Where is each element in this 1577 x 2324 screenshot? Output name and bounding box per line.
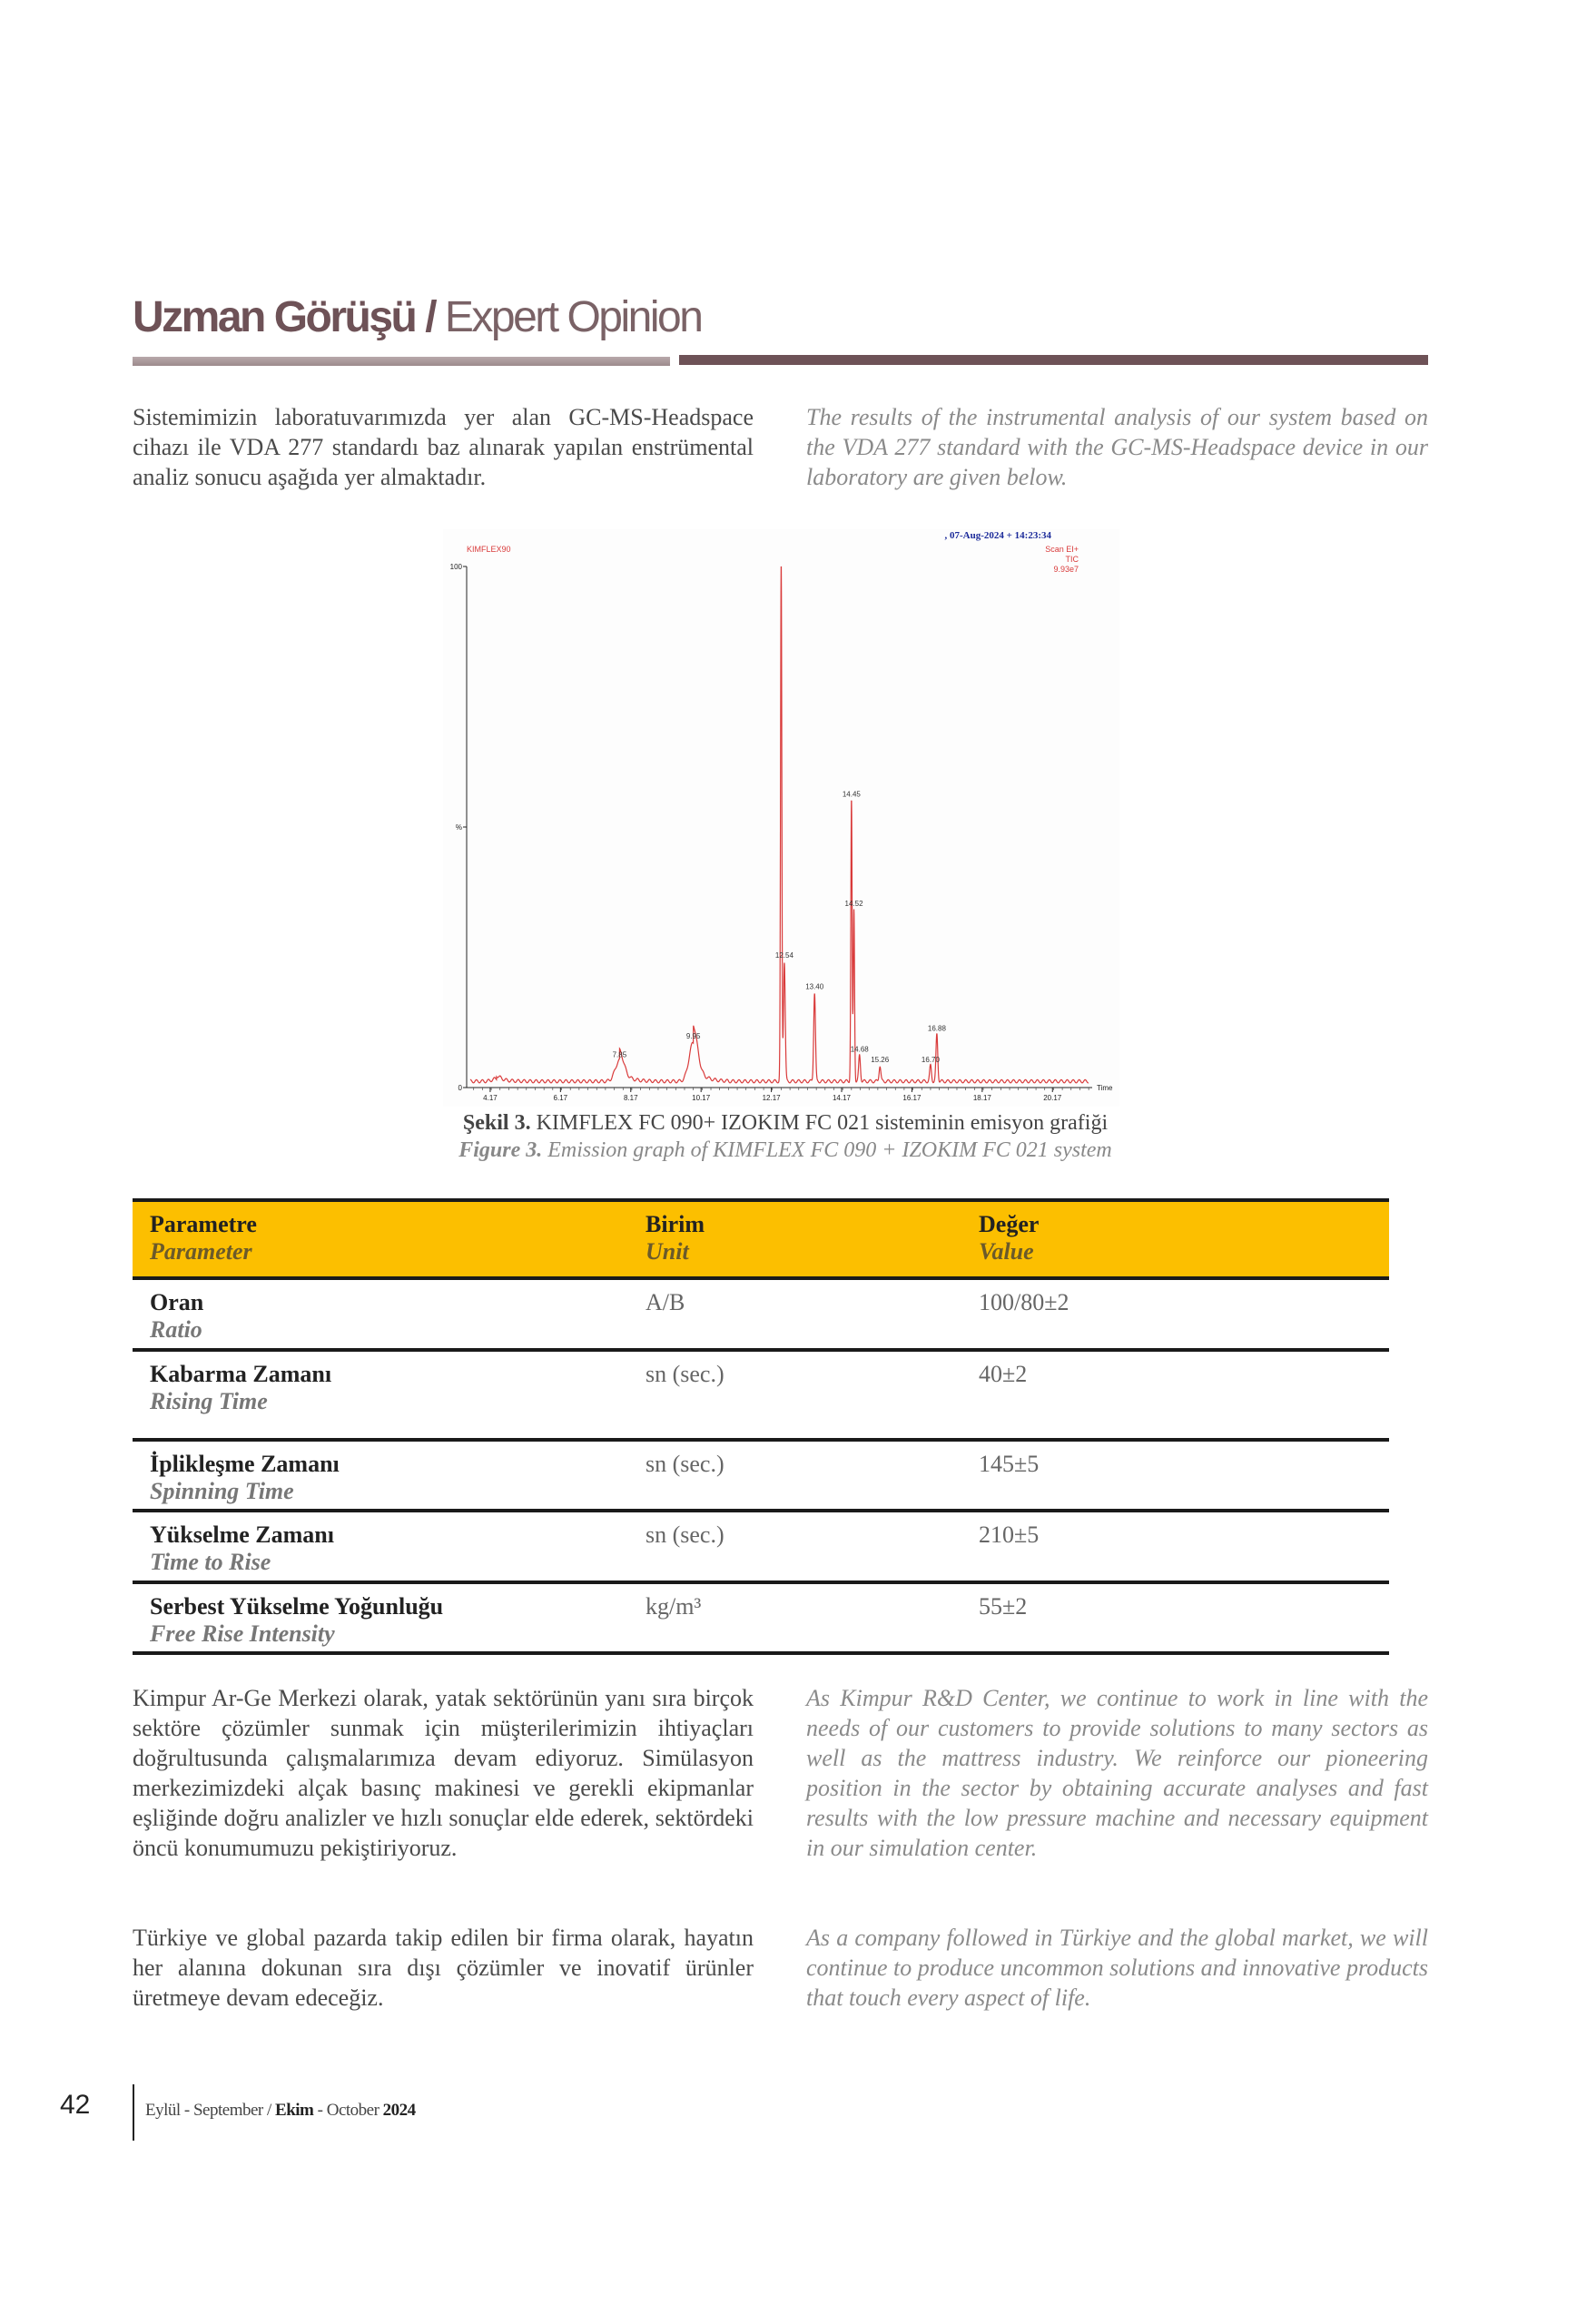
caption-label-tr: Şekil 3. — [462, 1111, 531, 1135]
x-tick-label: 6.17 — [554, 1094, 568, 1102]
body-paragraph-2-en: As a company followed in Türkiye and the… — [806, 1925, 1428, 2011]
param-en: Ratio — [150, 1316, 202, 1343]
table-row: Kabarma Zamanı Rising Time sn (sec.) 40±2 — [133, 1352, 1389, 1442]
param-tr: Kabarma Zamanı — [150, 1361, 332, 1387]
param-tr: Yükselme Zamanı — [150, 1521, 334, 1548]
chart-trace: TIC — [1066, 555, 1079, 564]
unit-cell: A/B — [646, 1289, 685, 1315]
table-row: Oran Ratio A/B 100/80±2 — [133, 1280, 1389, 1352]
peak-label: 16.88 — [928, 1025, 947, 1033]
caption-text-en: Emission graph of KIMFLEX FC 090 + IZOKI… — [542, 1138, 1112, 1162]
x-tick-label: 12.17 — [763, 1094, 782, 1102]
param-tr: İplikleşme Zamanı — [150, 1451, 340, 1477]
caption-label-en: Figure 3. — [458, 1138, 543, 1162]
table-row: İplikleşme Zamanı Spinning Time sn (sec.)… — [133, 1442, 1389, 1512]
header-en: Value — [979, 1238, 1034, 1265]
peak-label: 15.26 — [871, 1056, 890, 1064]
param-cell: Serbest Yükselme Yoğunluğu Free Rise Inte… — [150, 1593, 443, 1648]
header-value: Değer Value — [979, 1211, 1039, 1265]
value-cell: 40±2 — [979, 1361, 1028, 1387]
intro-text-tr: Sistemimizin laboratuvarımızda yer alan … — [133, 404, 754, 490]
issue-year: 2024 — [382, 2101, 417, 2120]
value-cell: 100/80±2 — [979, 1289, 1069, 1315]
body-paragraph-1-tr: Kimpur Ar-Ge Merkezi olarak, yatak sektö… — [133, 1685, 754, 1861]
param-en: Spinning Time — [150, 1478, 294, 1504]
page-title: Uzman Görüşü / Expert Opinion — [133, 292, 704, 342]
y-tick-label: % — [456, 823, 462, 832]
page-number: 42 — [60, 2090, 91, 2120]
footer-issue: Eylül - September / Ekim - October 2024 — [145, 2101, 416, 2121]
intro-text-en: The results of the instrumental analysis… — [806, 404, 1428, 490]
peak-label: 14.45 — [843, 790, 862, 798]
param-cell: İplikleşme Zamanı Spinning Time — [150, 1451, 340, 1505]
body-paragraph-1-en: As Kimpur R&D Center, we continue to wor… — [806, 1685, 1428, 1861]
peak-label: 7.85 — [613, 1050, 627, 1059]
chart-datetime: , 07-Aug-2024 + 14:23:34 — [945, 530, 1052, 541]
unit-cell: sn (sec.) — [646, 1521, 724, 1548]
figure-caption-tr: Şekil 3. KIMFLEX FC 090+ IZOKIM FC 021 s… — [272, 1111, 1298, 1136]
header-unit: Birim Unit — [646, 1211, 705, 1265]
header-tr: Parametre — [150, 1211, 257, 1237]
parameter-table: Parametre Parameter Birim Unit Değer Value … — [133, 1198, 1389, 1655]
chart-scan-mode: Scan EI+ — [1045, 545, 1079, 554]
x-tick-label: 20.17 — [1043, 1094, 1062, 1102]
title-rule-right — [679, 355, 1428, 365]
unit-cell: sn (sec.) — [646, 1361, 724, 1387]
header-en: Parameter — [150, 1238, 252, 1265]
issue-month-2-tr: Ekim — [275, 2101, 314, 2120]
x-tick-label: 8.17 — [624, 1094, 638, 1102]
table-row: Serbest Yükselme Yoğunluğu Free Rise Inte… — [133, 1584, 1389, 1655]
x-axis-label: Time — [1097, 1084, 1113, 1092]
caption-text-tr: KIMFLEX FC 090+ IZOKIM FC 021 sisteminin… — [530, 1111, 1109, 1135]
chart-sample-name: KIMFLEX90 — [467, 545, 511, 554]
peak-label: 14.68 — [851, 1046, 870, 1054]
figure-caption-en: Figure 3. Emission graph of KIMFLEX FC 0… — [272, 1138, 1298, 1163]
x-tick-label: 14.17 — [833, 1094, 852, 1102]
peak-label: 13.40 — [805, 983, 824, 991]
chromatogram-chart: , 07-Aug-2024 + 14:23:34 KIMFLEX90 Scan … — [443, 529, 1119, 1107]
y-tick-label: 0 — [458, 1084, 463, 1092]
unit-cell: kg/m³ — [646, 1593, 702, 1620]
chart-axes: 0% 100 4.17 6.17 8.17 10.17 12.17 14.17 16.17 18.… — [450, 563, 1113, 1102]
header-parameter: Parametre Parameter — [150, 1211, 257, 1265]
param-cell: Yükselme Zamanı Time to Rise — [150, 1521, 334, 1576]
footer-divider — [133, 2084, 134, 2141]
header-tr: Birim — [646, 1211, 705, 1237]
param-tr: Serbest Yükselme Yoğunluğu — [150, 1593, 444, 1620]
param-en: Rising Time — [150, 1388, 268, 1414]
x-tick-label: 16.17 — [902, 1094, 922, 1102]
header-tr: Değer — [979, 1211, 1040, 1237]
body-paragraph-2-tr: Türkiye ve global pazarda takip edilen b… — [133, 1925, 754, 2011]
param-cell: Oran Ratio — [150, 1289, 203, 1344]
unit-cell: sn (sec.) — [646, 1451, 724, 1477]
title-tr: Uzman Görüşü / — [133, 293, 438, 341]
value-cell: 210±5 — [979, 1521, 1040, 1548]
chart-max-intensity: 9.93e7 — [1053, 565, 1079, 574]
param-en: Free Rise Intensity — [150, 1620, 335, 1647]
x-tick-label: 4.17 — [483, 1094, 498, 1102]
chromatogram-trace — [469, 566, 1089, 1084]
table-header: Parametre Parameter Birim Unit Değer Value — [133, 1198, 1389, 1280]
title-en: Expert Opinion — [444, 293, 704, 341]
param-cell: Kabarma Zamanı Rising Time — [150, 1361, 331, 1415]
header-en: Unit — [646, 1238, 689, 1265]
param-en: Time to Rise — [150, 1549, 271, 1575]
title-rule-left — [133, 357, 670, 366]
value-cell: 145±5 — [979, 1451, 1040, 1477]
issue-month-2-en: - October — [313, 2101, 383, 2120]
peak-label: 14.52 — [845, 900, 864, 908]
peak-label: 16.70 — [922, 1056, 941, 1064]
y-tick-label: 100 — [450, 563, 463, 571]
value-cell: 55±2 — [979, 1593, 1028, 1620]
peak-label: 9.95 — [686, 1032, 701, 1040]
table-row: Yükselme Zamanı Time to Rise sn (sec.) 21… — [133, 1512, 1389, 1584]
peak-label: 12.54 — [775, 951, 794, 960]
issue-month-1: Eylül - September / — [145, 2101, 276, 2120]
x-tick-label: 10.17 — [692, 1094, 711, 1102]
param-tr: Oran — [150, 1289, 204, 1315]
x-tick-label: 18.17 — [973, 1094, 992, 1102]
